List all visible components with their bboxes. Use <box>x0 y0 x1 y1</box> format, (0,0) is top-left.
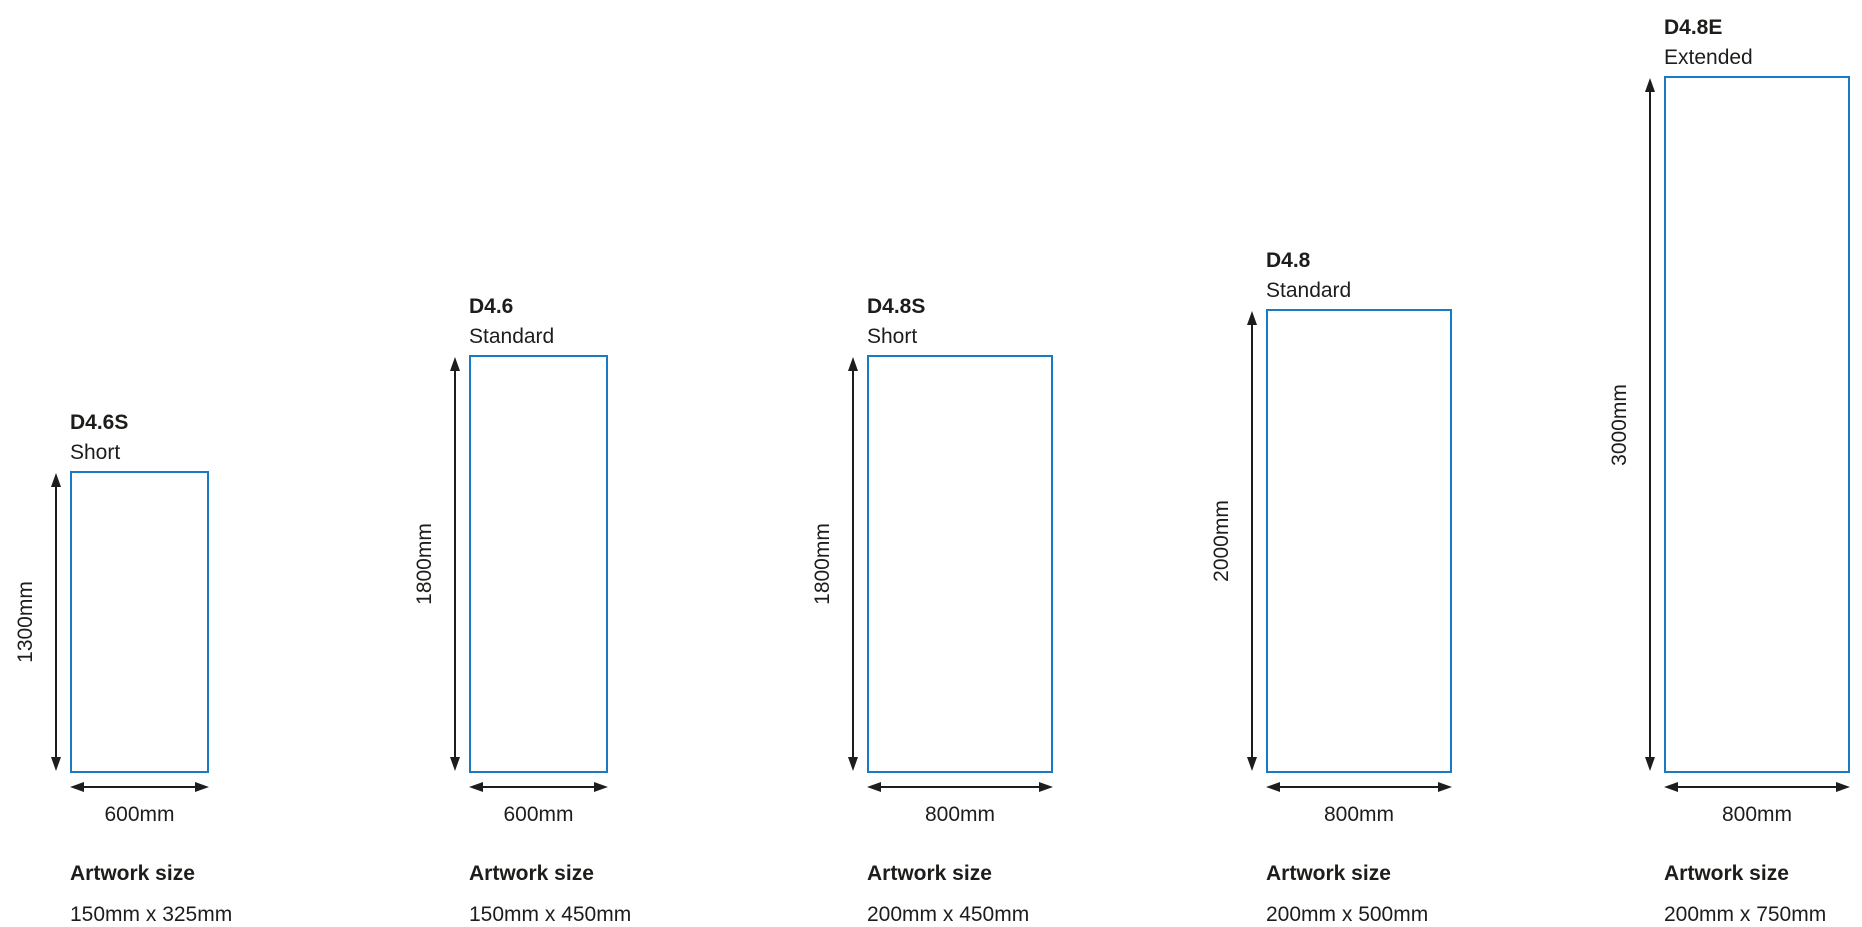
height-dimension-label: 1800mm <box>811 523 834 605</box>
product-type: Standard <box>1266 279 1352 302</box>
product-outline <box>70 471 209 773</box>
width-dimension-label: 600mm <box>503 803 574 826</box>
arrow-up-icon <box>848 357 858 371</box>
artwork-size-heading: Artwork size <box>1266 862 1391 885</box>
width-dimension-label: 800mm <box>1721 803 1793 826</box>
arrow-up-icon <box>450 357 460 371</box>
height-dimension-label: 1300mm <box>14 581 37 663</box>
artwork-size-value: 200mm x 450mm <box>867 903 1030 926</box>
arrow-left-icon <box>70 782 84 792</box>
product-code: D4.8S <box>867 295 926 318</box>
arrow-up-icon <box>1247 311 1257 325</box>
product-outline <box>1664 76 1850 773</box>
arrow-left-icon <box>1664 782 1678 792</box>
arrow-down-icon <box>848 757 858 771</box>
artwork-size-heading: Artwork size <box>70 862 195 885</box>
product-code: D4.8E <box>1664 16 1723 39</box>
product-code: D4.8 <box>1266 249 1311 272</box>
product-outline <box>1266 309 1452 773</box>
arrow-down-icon <box>1645 757 1655 771</box>
height-dimension-label: 2000mm <box>1210 500 1233 582</box>
product-code: D4.6 <box>469 295 514 318</box>
product-outline <box>867 355 1053 773</box>
height-dimension-label: 3000mm <box>1608 383 1631 466</box>
product-type: Short <box>867 325 918 348</box>
arrow-down-icon <box>51 757 61 771</box>
arrow-right-icon <box>1836 782 1850 792</box>
product-code: D4.6S <box>70 411 129 434</box>
arrow-down-icon <box>1247 757 1257 771</box>
arrow-right-icon <box>1039 782 1053 792</box>
width-dimension-label: 600mm <box>104 803 175 826</box>
artwork-size-value: 150mm x 325mm <box>70 903 233 926</box>
arrow-right-icon <box>195 782 209 792</box>
artwork-size-value: 200mm x 750mm <box>1664 903 1827 926</box>
arrow-down-icon <box>450 757 460 771</box>
arrow-right-icon <box>1438 782 1452 792</box>
artwork-size-heading: Artwork size <box>867 862 992 885</box>
product-outline <box>469 355 608 773</box>
arrow-right-icon <box>594 782 608 792</box>
width-dimension-label: 800mm <box>1323 803 1395 826</box>
arrow-up-icon <box>51 473 61 487</box>
height-dimension-label: 1800mm <box>413 523 436 605</box>
artwork-size-heading: Artwork size <box>1664 862 1789 885</box>
artwork-size-value: 150mm x 450mm <box>469 903 632 926</box>
artwork-size-value: 200mm x 500mm <box>1266 903 1429 926</box>
product-type: Standard <box>469 325 555 348</box>
product-type: Extended <box>1664 46 1753 69</box>
arrow-left-icon <box>1266 782 1280 792</box>
arrow-left-icon <box>867 782 881 792</box>
artwork-size-heading: Artwork size <box>469 862 594 885</box>
arrow-left-icon <box>469 782 483 792</box>
product-type: Short <box>70 441 121 464</box>
arrow-up-icon <box>1645 78 1655 92</box>
width-dimension-label: 800mm <box>924 803 996 826</box>
